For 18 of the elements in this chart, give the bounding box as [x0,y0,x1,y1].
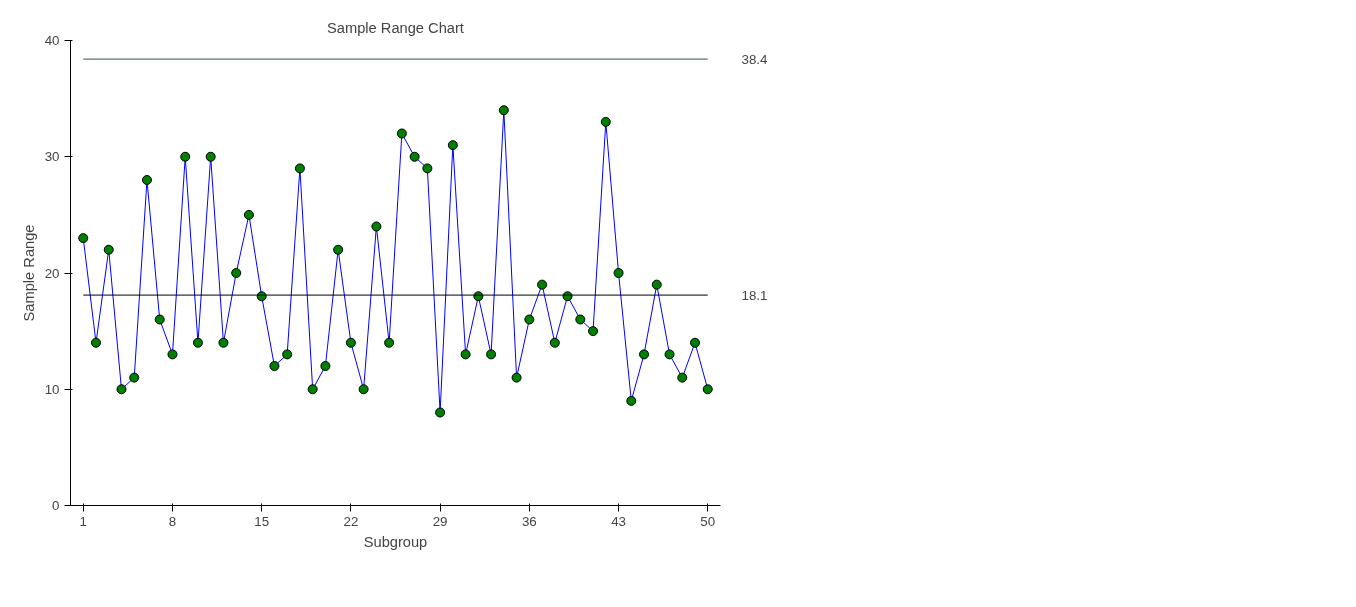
y-tick-label: 30 [44,149,60,165]
ref-line-label: 18.1 [741,287,768,303]
x-tick-label: 1 [79,513,87,529]
x-tick-label: 29 [432,513,448,529]
x-tick-label: 43 [611,513,626,529]
y-tick-label: 0 [52,498,60,513]
x-axis-title: Subgroup [363,533,428,550]
x-tick-label: 22 [343,513,359,529]
x-tick-label: 50 [700,513,716,529]
chart-title: Sample Range Chart [327,19,464,36]
y-tick-label: 10 [44,381,60,397]
x-tick-label: 15 [254,513,270,529]
ref-line-label: 38.4 [741,51,769,67]
y-tick-label: 20 [44,265,60,281]
x-tick-label: 8 [168,513,177,529]
x-tick-label: 36 [521,513,537,529]
y-axis-title: Sample Range [20,224,37,322]
y-tick-label: 40 [44,33,60,48]
